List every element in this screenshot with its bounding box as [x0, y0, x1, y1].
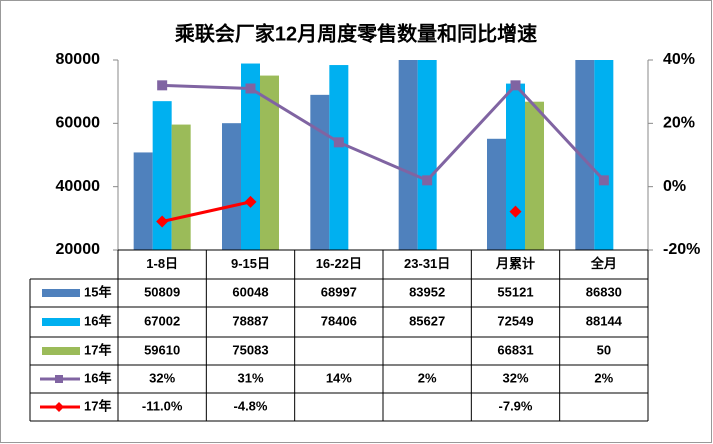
legend-swatch	[42, 347, 80, 355]
series-line	[161, 200, 251, 223]
line-marker	[509, 205, 522, 218]
y-tick-label: 60000	[56, 115, 101, 132]
legend-label: 16年	[84, 313, 111, 328]
bar	[506, 83, 525, 250]
y2-tick-label: 0%	[663, 178, 686, 195]
table-value: 72549	[497, 313, 533, 328]
legend-swatch	[42, 289, 80, 297]
y2-tick-label: 20%	[663, 115, 695, 132]
table-value: 59610	[144, 342, 180, 357]
bar	[152, 101, 172, 250]
bar	[260, 75, 279, 250]
x-tick-label: 9-15日	[231, 256, 270, 271]
table-value: 85627	[409, 313, 445, 328]
data-table: 1-8日 9-15日 16-22日 23-31日 月累计 全月 15年 50809 60048 6…	[29, 249, 649, 422]
legend-marker	[54, 402, 64, 412]
table-value: 78406	[321, 313, 357, 328]
bar	[487, 138, 506, 250]
table-value: 50809	[144, 284, 180, 299]
line-marker	[333, 137, 344, 148]
y-tick-label: 20000	[56, 241, 101, 258]
table-value: 86830	[586, 284, 622, 299]
bar	[171, 124, 191, 250]
table-value: 83952	[409, 284, 445, 299]
bar	[133, 152, 153, 250]
table-value: 67002	[144, 313, 180, 328]
bar	[417, 60, 437, 250]
bar	[329, 65, 349, 250]
table-value: -11.0%	[142, 398, 183, 413]
table-value: 60048	[232, 284, 268, 299]
bar	[398, 60, 418, 250]
legend-label: 15年	[84, 284, 111, 299]
bar	[594, 60, 614, 250]
line-marker	[156, 215, 169, 228]
table-value: 88144	[586, 313, 623, 328]
x-tick-label: 23-31日	[404, 256, 450, 271]
y2-tick-label: 40%	[663, 51, 695, 68]
table-value: 31%	[237, 370, 263, 385]
series-line	[162, 83, 605, 183]
line-marker	[157, 80, 168, 91]
table-value: 78887	[232, 313, 268, 328]
table-value: 68997	[321, 284, 357, 299]
x-tick-label: 月累计	[495, 256, 535, 271]
legend-swatch	[42, 318, 80, 326]
bar	[525, 101, 544, 250]
table-value: 14%	[326, 370, 352, 385]
line-marker	[598, 175, 609, 186]
x-tick-label: 1-8日	[146, 256, 178, 271]
legend-label: 16年	[84, 370, 111, 385]
table-value: -7.9%	[499, 398, 533, 413]
line-marker	[510, 80, 521, 91]
table-value: 55121	[497, 284, 533, 299]
bar	[575, 60, 595, 250]
line-marker	[244, 195, 257, 208]
y-tick-label: 40000	[56, 178, 101, 195]
legend-marker	[55, 375, 63, 383]
legend-label: 17年	[84, 398, 111, 413]
bar	[222, 123, 241, 250]
bar	[310, 94, 330, 250]
table-value: 50	[597, 342, 611, 357]
x-tick-label: 全月	[590, 256, 617, 271]
line-marker	[422, 175, 433, 186]
x-tick-label: 16-22日	[316, 256, 362, 271]
chart-title: 乘联会厂家12月周度零售数量和同比增速	[174, 21, 537, 45]
table-value: 75083	[232, 342, 268, 357]
plot-area	[133, 60, 614, 250]
table-value: 66831	[497, 342, 533, 357]
table-value: -4.8%	[234, 398, 268, 413]
y-tick-label: 80000	[56, 51, 101, 68]
table-value: 2%	[594, 370, 613, 385]
table-value: 2%	[418, 370, 437, 385]
table-value: 32%	[149, 370, 175, 385]
line-marker	[245, 83, 256, 94]
legend-label: 17年	[84, 342, 111, 357]
y2-tick-label: -20%	[663, 241, 700, 258]
table-value: 32%	[502, 370, 528, 385]
